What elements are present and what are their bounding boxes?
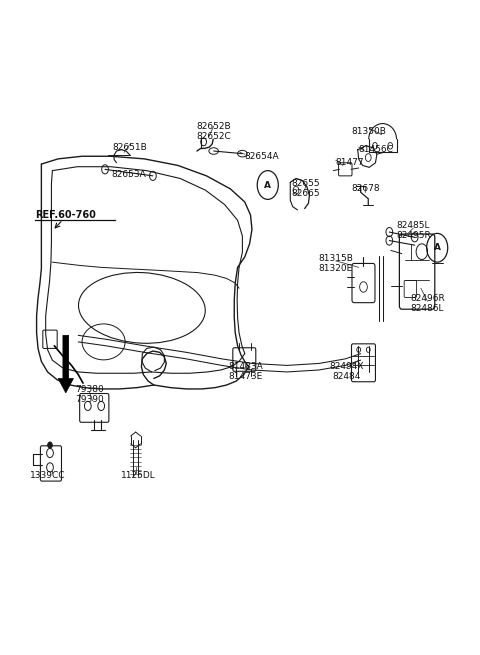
Text: A: A	[264, 181, 271, 189]
Text: 82651B: 82651B	[112, 143, 147, 152]
Polygon shape	[58, 335, 73, 393]
Text: 82652B
82652C: 82652B 82652C	[196, 122, 231, 141]
Text: 81315B
81320E: 81315B 81320E	[318, 254, 353, 273]
Text: 81477: 81477	[336, 159, 364, 167]
Text: 81483A
81473E: 81483A 81473E	[228, 362, 263, 381]
Text: 82678: 82678	[351, 185, 380, 193]
Text: 82654A: 82654A	[245, 152, 279, 160]
Text: 82655
82665: 82655 82665	[292, 179, 320, 198]
Text: 82494X
82484: 82494X 82484	[329, 362, 363, 381]
Text: 1125DL: 1125DL	[121, 471, 156, 479]
Text: 81350B: 81350B	[352, 127, 387, 136]
Text: 81456C: 81456C	[359, 145, 394, 154]
Text: 82496R
82486L: 82496R 82486L	[410, 295, 445, 314]
Text: A: A	[434, 243, 441, 252]
Text: 79380
79390: 79380 79390	[75, 384, 104, 403]
Text: REF.60-760: REF.60-760	[35, 210, 96, 220]
Text: 82653A: 82653A	[111, 170, 146, 179]
Text: 1339CC: 1339CC	[30, 471, 65, 479]
Circle shape	[48, 442, 52, 449]
Text: 82485L
82495R: 82485L 82495R	[396, 221, 431, 240]
